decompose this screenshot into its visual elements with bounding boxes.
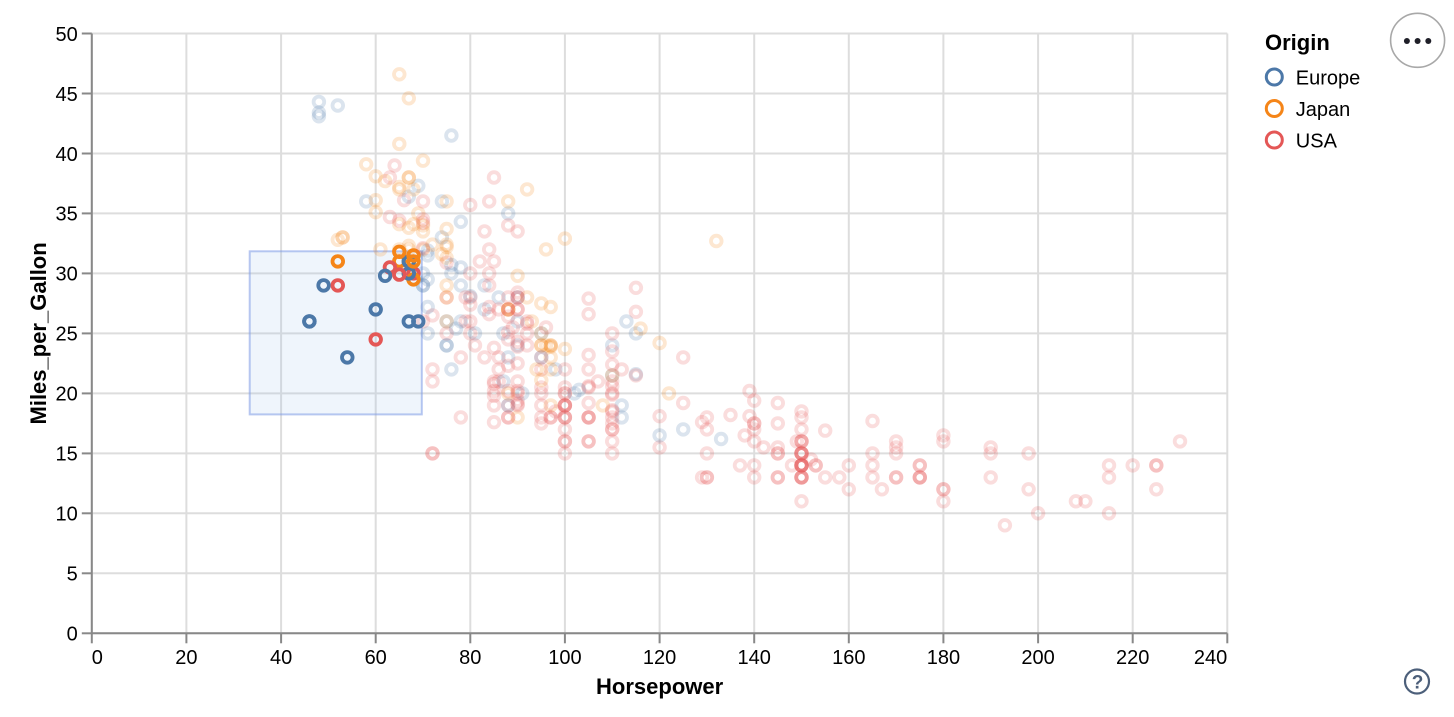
svg-text:40: 40 (270, 647, 292, 669)
svg-text:40: 40 (56, 144, 78, 166)
svg-text:160: 160 (832, 647, 865, 669)
svg-text:Europe: Europe (1296, 67, 1361, 89)
svg-text:Origin: Origin (1265, 30, 1330, 55)
svg-text:140: 140 (738, 647, 771, 669)
svg-text:5: 5 (67, 564, 78, 586)
svg-text:60: 60 (365, 647, 387, 669)
svg-text:45: 45 (56, 84, 78, 106)
svg-text:0: 0 (67, 624, 78, 646)
svg-text:35: 35 (56, 204, 78, 226)
svg-text:20: 20 (56, 384, 78, 406)
svg-text:20: 20 (175, 647, 197, 669)
svg-text:100: 100 (548, 647, 581, 669)
svg-text:25: 25 (56, 324, 78, 346)
svg-text:Horsepower: Horsepower (596, 674, 724, 699)
svg-text:0: 0 (92, 647, 103, 669)
svg-text:50: 50 (56, 24, 78, 46)
svg-text:USA: USA (1296, 130, 1338, 152)
svg-text:10: 10 (56, 504, 78, 526)
svg-text:Miles_per_Gallon: Miles_per_Gallon (26, 242, 51, 424)
svg-text:240: 240 (1194, 647, 1227, 669)
svg-text:30: 30 (56, 264, 78, 286)
svg-text:180: 180 (927, 647, 960, 669)
svg-text:Japan: Japan (1296, 99, 1351, 121)
svg-text:15: 15 (56, 444, 78, 466)
svg-text:200: 200 (1021, 647, 1054, 669)
svg-text:220: 220 (1116, 647, 1149, 669)
svg-text:120: 120 (643, 647, 676, 669)
svg-text:?: ? (1412, 673, 1424, 694)
svg-text:80: 80 (459, 647, 481, 669)
